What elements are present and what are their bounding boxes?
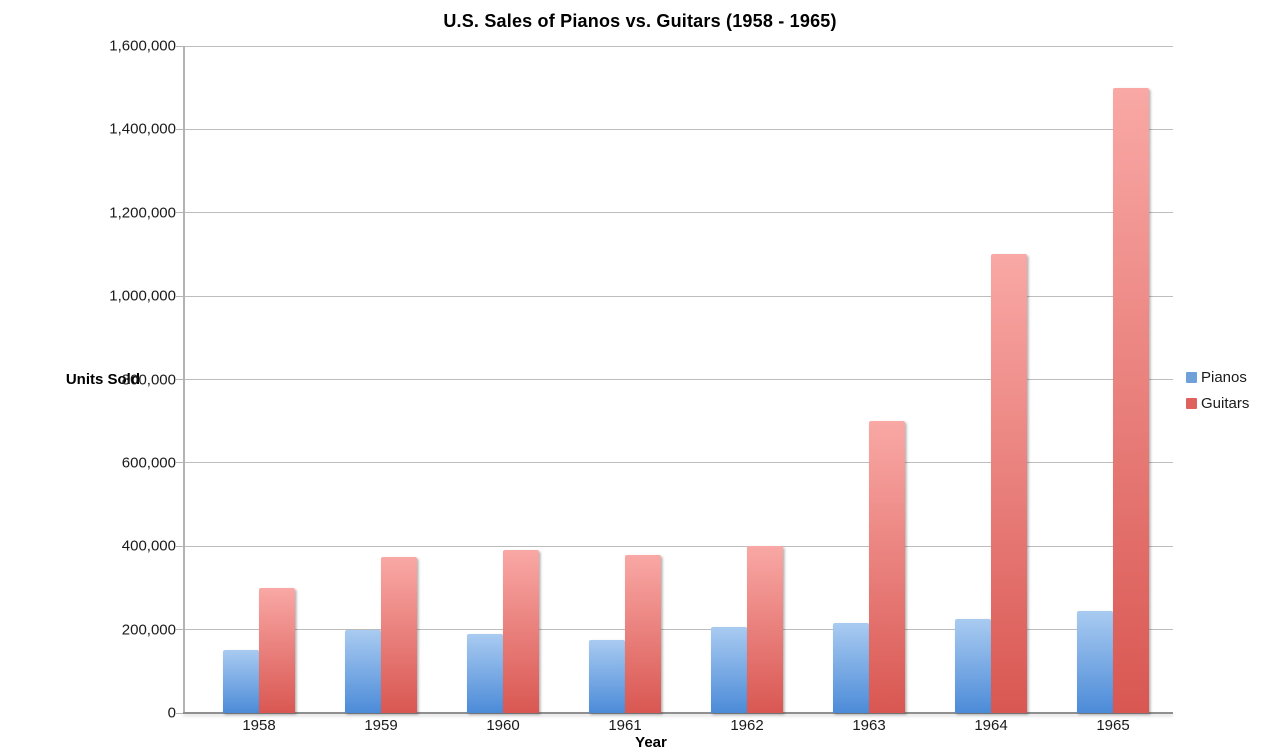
y-axis-line (183, 46, 185, 713)
y-axis-tick (176, 295, 183, 297)
gridline (185, 295, 1173, 297)
x-tick-label-1964: 1964 (974, 717, 1008, 734)
y-axis-tick (176, 212, 183, 214)
gridline (185, 212, 1173, 214)
bar-guitars-1959 (381, 557, 417, 713)
y-tick-label: 400,000 (121, 537, 176, 555)
y-tick-label: 600,000 (121, 454, 176, 472)
bar-pianos-1959 (345, 630, 381, 713)
x-axis-line (183, 712, 1173, 714)
legend-item-guitars: Guitars (1186, 395, 1249, 412)
x-tick-label-1963: 1963 (852, 717, 886, 734)
bar-guitars-1960 (503, 550, 539, 713)
x-tick-label-1962: 1962 (730, 717, 764, 734)
bar-guitars-1961 (625, 555, 661, 713)
x-tick-label-1961: 1961 (608, 717, 642, 734)
y-tick-label: 1,200,000 (109, 204, 176, 222)
gridline (185, 45, 1173, 47)
x-axis-title: Year (635, 734, 667, 751)
bar-pianos-1964 (955, 619, 991, 713)
bar-guitars-1958 (259, 588, 295, 713)
x-tick-label-1958: 1958 (242, 717, 276, 734)
y-tick-label: 1,000,000 (109, 287, 176, 305)
y-tick-label: 800,000 (121, 371, 176, 388)
y-axis-tick (176, 379, 183, 380)
bar-pianos-1963 (833, 623, 869, 713)
bar-pianos-1962 (711, 627, 747, 713)
y-axis-tick (176, 45, 183, 47)
bar-guitars-1962 (747, 546, 783, 713)
bar-guitars-1965 (1113, 88, 1149, 713)
bar-pianos-1958 (223, 650, 259, 713)
x-tick-label-1959: 1959 (364, 717, 398, 734)
bar-guitars-1963 (869, 421, 905, 713)
y-axis-tick-labels: 0 200,000 400,000 600,000 800,000 1,000,000 1,… (0, 38, 176, 722)
guitars-swatch-icon (1186, 398, 1197, 409)
x-tick-label-1965: 1965 (1096, 717, 1130, 734)
y-axis-tick (176, 712, 183, 714)
x-tick-label-1960: 1960 (486, 717, 520, 734)
gridline (185, 462, 1173, 464)
gridline (185, 379, 1173, 380)
bar-pianos-1960 (467, 634, 503, 713)
chart-title: U.S. Sales of Pianos vs. Guitars (1958 -… (443, 11, 837, 31)
y-tick-label: 0 (167, 704, 176, 722)
y-tick-label: 200,000 (121, 621, 176, 639)
bar-pianos-1961 (589, 640, 625, 713)
y-tick-label: 1,400,000 (109, 120, 176, 138)
y-axis-tick (176, 629, 183, 631)
gridline (185, 128, 1173, 130)
y-tick-label: 1,600,000 (109, 37, 176, 55)
gridline (185, 629, 1173, 631)
y-axis-tick (176, 545, 183, 547)
legend: Pianos Guitars (1186, 369, 1249, 421)
legend-item-pianos: Pianos (1186, 369, 1249, 386)
bar-guitars-1964 (991, 254, 1027, 713)
pianos-swatch-icon (1186, 372, 1197, 383)
gridline (185, 545, 1173, 547)
y-axis-tick (176, 462, 183, 464)
legend-label-guitars: Guitars (1201, 395, 1250, 412)
y-axis-tick (176, 128, 183, 130)
plot-area: 1958 1959 1960 1961 1962 1963 1964 1965 (176, 45, 1173, 734)
bar-pianos-1965 (1077, 611, 1113, 713)
legend-label-pianos: Pianos (1201, 369, 1247, 386)
y-axis-title: Units Sold (65, 371, 140, 388)
